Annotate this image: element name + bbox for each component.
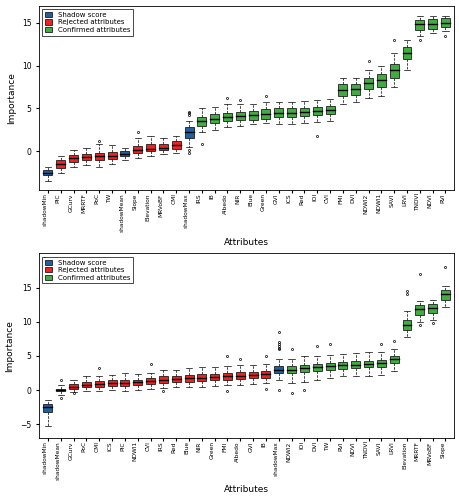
Bar: [351, 84, 359, 94]
Bar: [286, 366, 296, 373]
Bar: [376, 360, 385, 367]
Bar: [82, 154, 91, 160]
Bar: [44, 404, 52, 412]
Bar: [56, 160, 65, 168]
Bar: [223, 373, 231, 380]
Bar: [248, 372, 257, 378]
Bar: [325, 106, 334, 114]
Bar: [440, 290, 449, 300]
Bar: [69, 154, 78, 162]
Bar: [171, 141, 180, 148]
Bar: [414, 20, 423, 30]
Y-axis label: Importance: Importance: [6, 320, 15, 372]
Bar: [210, 114, 218, 123]
Bar: [427, 20, 436, 28]
Bar: [299, 364, 308, 372]
Bar: [427, 304, 436, 313]
Bar: [107, 380, 116, 386]
Bar: [261, 371, 270, 378]
Bar: [120, 152, 129, 156]
Bar: [120, 380, 129, 386]
Bar: [171, 376, 180, 382]
Bar: [44, 170, 52, 175]
Bar: [107, 152, 116, 159]
Bar: [248, 111, 257, 120]
Bar: [299, 108, 308, 116]
Bar: [414, 306, 423, 315]
Bar: [274, 108, 283, 117]
Bar: [95, 153, 104, 160]
Bar: [402, 46, 411, 58]
Bar: [95, 381, 104, 386]
Bar: [210, 374, 218, 380]
Bar: [440, 18, 449, 27]
Bar: [312, 106, 321, 116]
Bar: [325, 362, 334, 370]
Bar: [402, 320, 411, 330]
Bar: [286, 108, 296, 117]
Bar: [197, 117, 206, 126]
Bar: [338, 84, 347, 96]
Bar: [312, 364, 321, 371]
Bar: [133, 380, 142, 385]
Bar: [338, 362, 347, 369]
Text: a: a: [43, 9, 51, 22]
Bar: [351, 362, 359, 368]
X-axis label: Attributes: Attributes: [224, 238, 269, 246]
Bar: [389, 356, 398, 362]
Bar: [82, 382, 91, 388]
Bar: [146, 378, 155, 384]
Bar: [223, 112, 231, 122]
Y-axis label: Importance: Importance: [7, 72, 16, 124]
Text: b: b: [43, 257, 52, 270]
Bar: [158, 376, 168, 383]
Legend: Shadow score, Rejected attributes, Confirmed attributes: Shadow score, Rejected attributes, Confi…: [42, 257, 133, 283]
Bar: [363, 360, 372, 368]
Bar: [235, 112, 244, 120]
Bar: [158, 144, 168, 150]
Bar: [197, 374, 206, 381]
Legend: Shadow score, Rejected attributes, Confirmed attributes: Shadow score, Rejected attributes, Confi…: [42, 9, 133, 36]
Bar: [274, 366, 283, 373]
Bar: [363, 78, 372, 88]
Bar: [184, 375, 193, 382]
Bar: [56, 388, 65, 392]
Bar: [261, 110, 270, 118]
Bar: [389, 64, 398, 78]
Bar: [69, 384, 78, 388]
Bar: [184, 128, 193, 138]
Bar: [235, 372, 244, 379]
Bar: [133, 146, 142, 153]
Bar: [146, 144, 155, 152]
Bar: [376, 74, 385, 87]
X-axis label: Attributes: Attributes: [224, 486, 269, 494]
